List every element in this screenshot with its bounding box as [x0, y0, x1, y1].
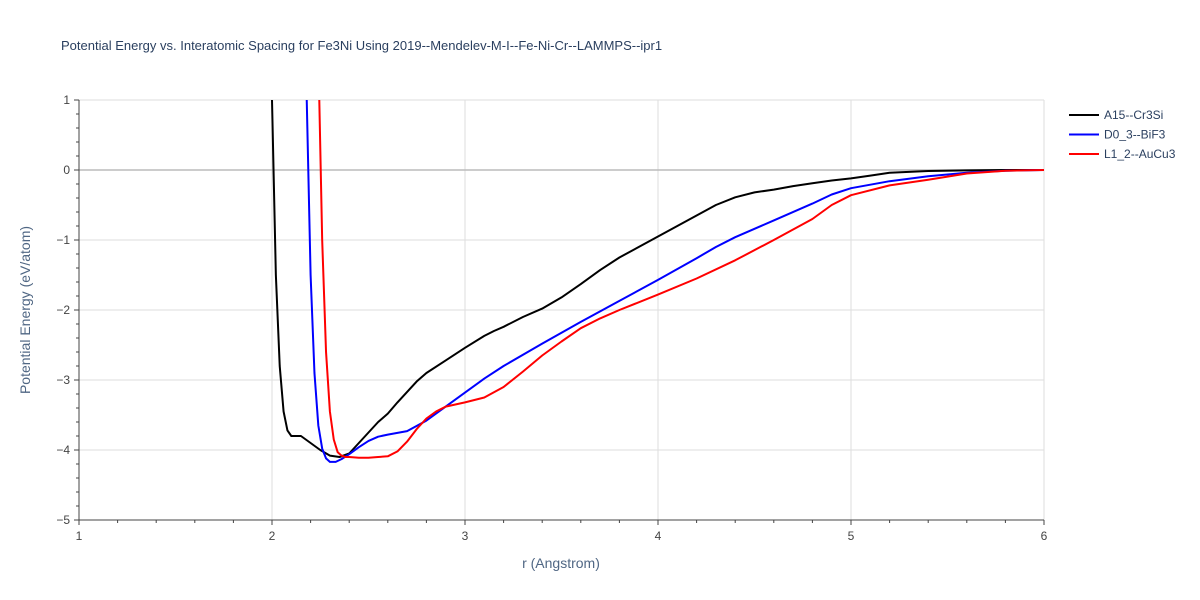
series-lines: [271, 100, 1044, 463]
y-tick-label: −5: [56, 513, 70, 527]
y-tick-label: −4: [56, 443, 70, 457]
legend-item[interactable]: A15--Cr3Si: [1069, 108, 1163, 122]
series-line-D0_3--BiF3[interactable]: [305, 100, 1044, 463]
tick-labels: 1 2 3 4 5 6 1 0 −1 −2 −3 −4 −5: [56, 93, 1047, 543]
legend-item[interactable]: D0_3--BiF3: [1069, 128, 1166, 142]
x-tick-label: 2: [269, 529, 276, 543]
grid-lines: [79, 99, 1045, 520]
y-axis-label: Potential Energy (eV/atom): [17, 226, 33, 394]
y-tick-label: 1: [63, 93, 70, 107]
y-tick-label: −3: [56, 373, 70, 387]
x-tick-label: 4: [655, 529, 662, 543]
legend[interactable]: A15--Cr3Si D0_3--BiF3 L1_2--AuCu3: [1069, 108, 1176, 161]
legend-label: L1_2--AuCu3: [1104, 147, 1176, 161]
series-line-A15--Cr3Si[interactable]: [271, 100, 1044, 458]
legend-item[interactable]: L1_2--AuCu3: [1069, 147, 1176, 161]
chart-title: Potential Energy vs. Interatomic Spacing…: [61, 38, 662, 53]
series-line-L1_2--AuCu3[interactable]: [318, 100, 1044, 459]
plot-area: [271, 100, 1044, 463]
y-tick-label: 0: [63, 163, 70, 177]
axes: [74, 99, 1045, 525]
legend-label: D0_3--BiF3: [1104, 128, 1166, 142]
legend-label: A15--Cr3Si: [1104, 108, 1163, 122]
x-tick-label: 3: [462, 529, 469, 543]
x-axis-label: r (Angstrom): [522, 555, 600, 571]
x-tick-label: 5: [848, 529, 855, 543]
x-tick-label: 6: [1041, 529, 1048, 543]
y-tick-label: −1: [56, 233, 70, 247]
x-tick-label: 1: [76, 529, 83, 543]
y-tick-label: −2: [56, 303, 70, 317]
